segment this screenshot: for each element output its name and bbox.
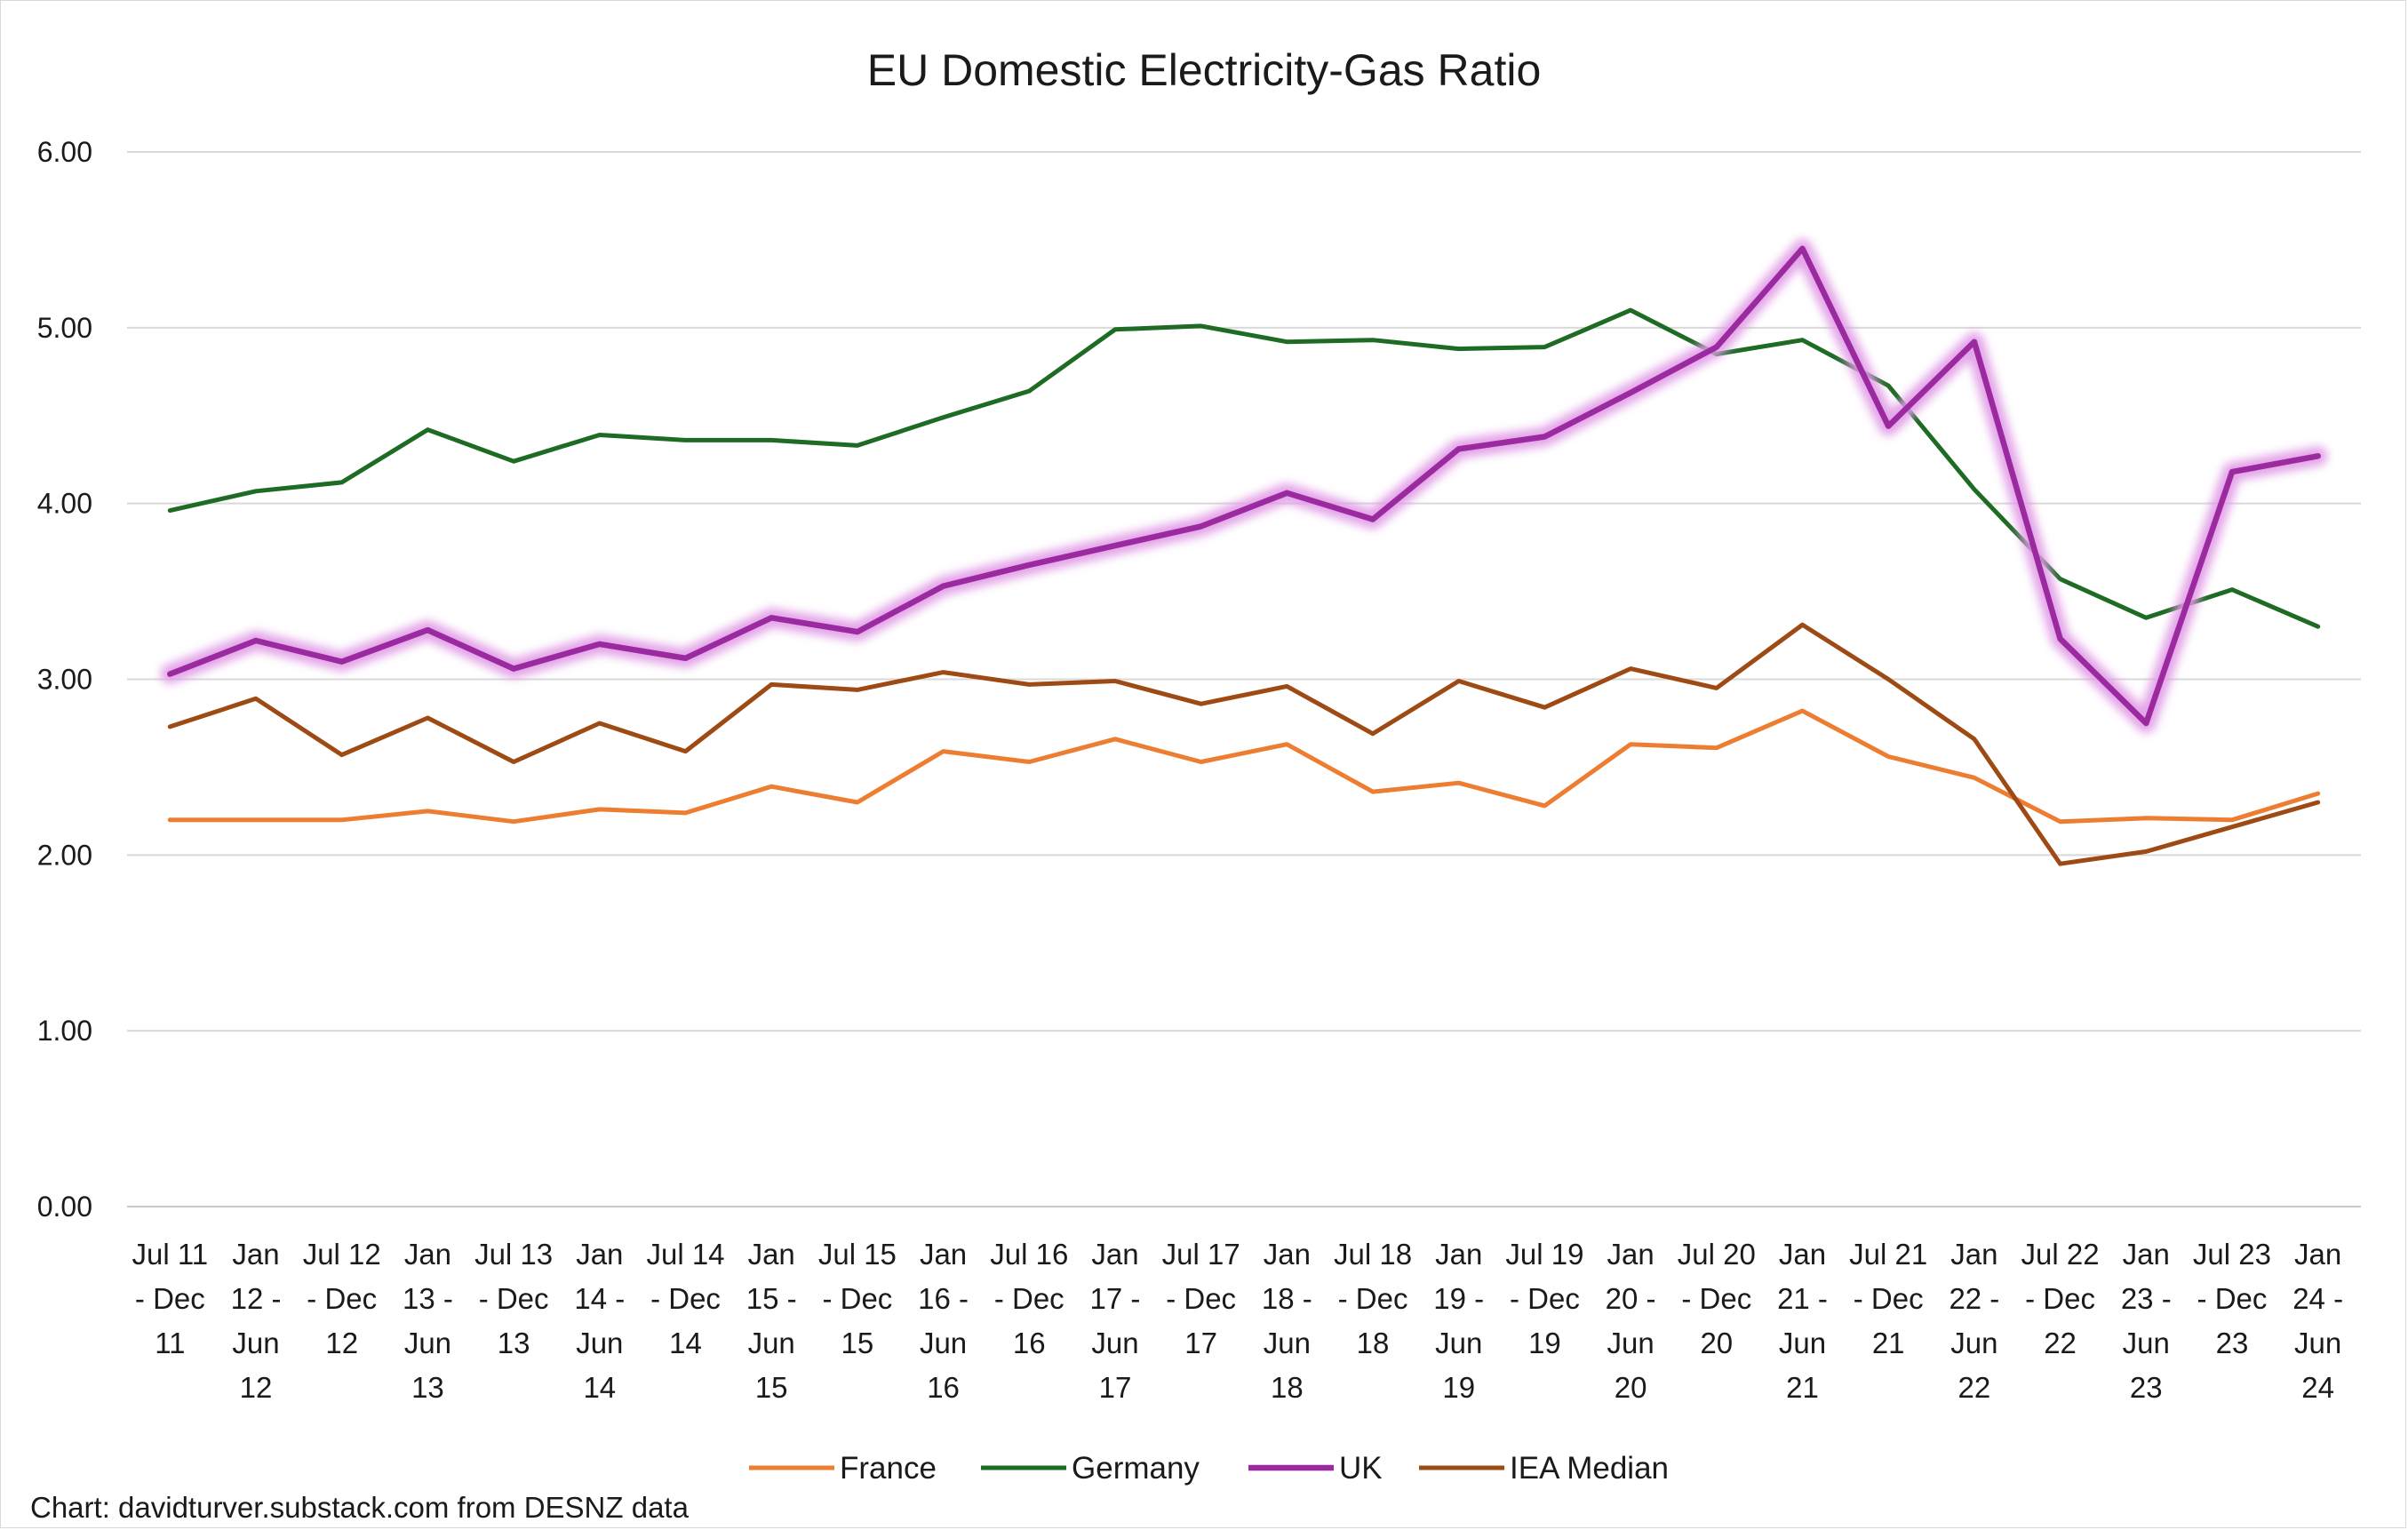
series-line-france [167, 708, 2321, 825]
x-tick-label: Jul 18- Dec 18 [1334, 1238, 1412, 1359]
x-tick-label: Jul 20- Dec 20 [1678, 1238, 1756, 1359]
y-tick-label: 6.00 [37, 136, 92, 168]
x-axis-ticks: Jul 11- Dec 11 Jan 12 -Jun 12 Jul 12- Dec 12 Ja… [132, 1238, 2344, 1404]
legend-label-germany: Germany [1072, 1451, 1200, 1486]
legend-label-iea-median: IEA Median [1510, 1451, 1669, 1486]
x-tick-label: Jan 20 -Jun 20 [1606, 1238, 1656, 1404]
x-tick-label: Jul 12- Dec 12 [303, 1238, 381, 1359]
x-tick-label: Jan 15 -Jun 15 [746, 1238, 797, 1404]
x-tick-label: Jan 18 -Jun 18 [1262, 1238, 1312, 1404]
legend-label-uk: UK [1339, 1451, 1383, 1486]
x-tick-label: Jul 19- Dec 19 [1505, 1238, 1583, 1359]
series-line-iea-median [167, 622, 2321, 866]
x-tick-label: Jan 14 -Jun 14 [574, 1238, 625, 1404]
x-tick-label: Jan 22 -Jun 22 [1949, 1238, 1999, 1404]
series-lines [160, 238, 2328, 866]
legend: France Germany UK IEA Median [749, 1451, 1669, 1486]
x-tick-label: Jan 13 -Jun 13 [403, 1238, 453, 1404]
x-tick-label: Jan 24 -Jun 24 [2292, 1238, 2343, 1404]
y-tick-label: 1.00 [37, 1015, 92, 1047]
y-tick-label: 4.00 [37, 488, 92, 520]
legend-label-france: France [840, 1451, 937, 1486]
x-tick-label: Jan 23 -Jun 23 [2121, 1238, 2172, 1404]
x-tick-label: Jul 23- Dec 23 [2193, 1238, 2271, 1359]
x-tick-label: Jul 11- Dec 11 [132, 1238, 209, 1359]
x-tick-label: Jan 12 -Jun 12 [231, 1238, 282, 1404]
series-line-uk [167, 245, 2321, 727]
x-tick-label: Jul 22- Dec 22 [2021, 1238, 2100, 1359]
y-tick-label: 5.00 [37, 312, 92, 344]
x-tick-label: Jan 19 -Jun 19 [1433, 1238, 1484, 1404]
x-tick-label: Jul 13- Dec 13 [474, 1238, 553, 1359]
x-tick-label: Jul 15- Dec 15 [818, 1238, 897, 1359]
x-tick-label: Jul 21- Dec 21 [1849, 1238, 1927, 1359]
y-tick-label: 2.00 [37, 839, 92, 871]
x-tick-label: Jul 16- Dec 16 [990, 1238, 1068, 1359]
x-tick-label: Jan 17 -Jun 17 [1090, 1238, 1141, 1404]
source-note: Chart: davidturver.substack.com from DES… [30, 1491, 690, 1524]
x-tick-label: Jan 21 -Jun 21 [1777, 1238, 1828, 1404]
chart-title: EU Domestic Electricity-Gas Ratio [867, 45, 1542, 95]
series-glow-uk [160, 238, 2328, 733]
series-line-germany [167, 307, 2321, 629]
x-tick-label: Jul 17- Dec 17 [1162, 1238, 1240, 1359]
gridlines [127, 151, 2361, 1207]
y-tick-label: 3.00 [37, 664, 92, 696]
x-tick-label: Jan 16 -Jun 16 [918, 1238, 969, 1404]
y-tick-label: 0.00 [37, 1191, 92, 1223]
y-axis-ticks: 0.00 1.00 2.00 3.00 4.00 5.00 6.00 [37, 136, 92, 1223]
x-tick-label: Jul 14- Dec 14 [646, 1238, 724, 1359]
